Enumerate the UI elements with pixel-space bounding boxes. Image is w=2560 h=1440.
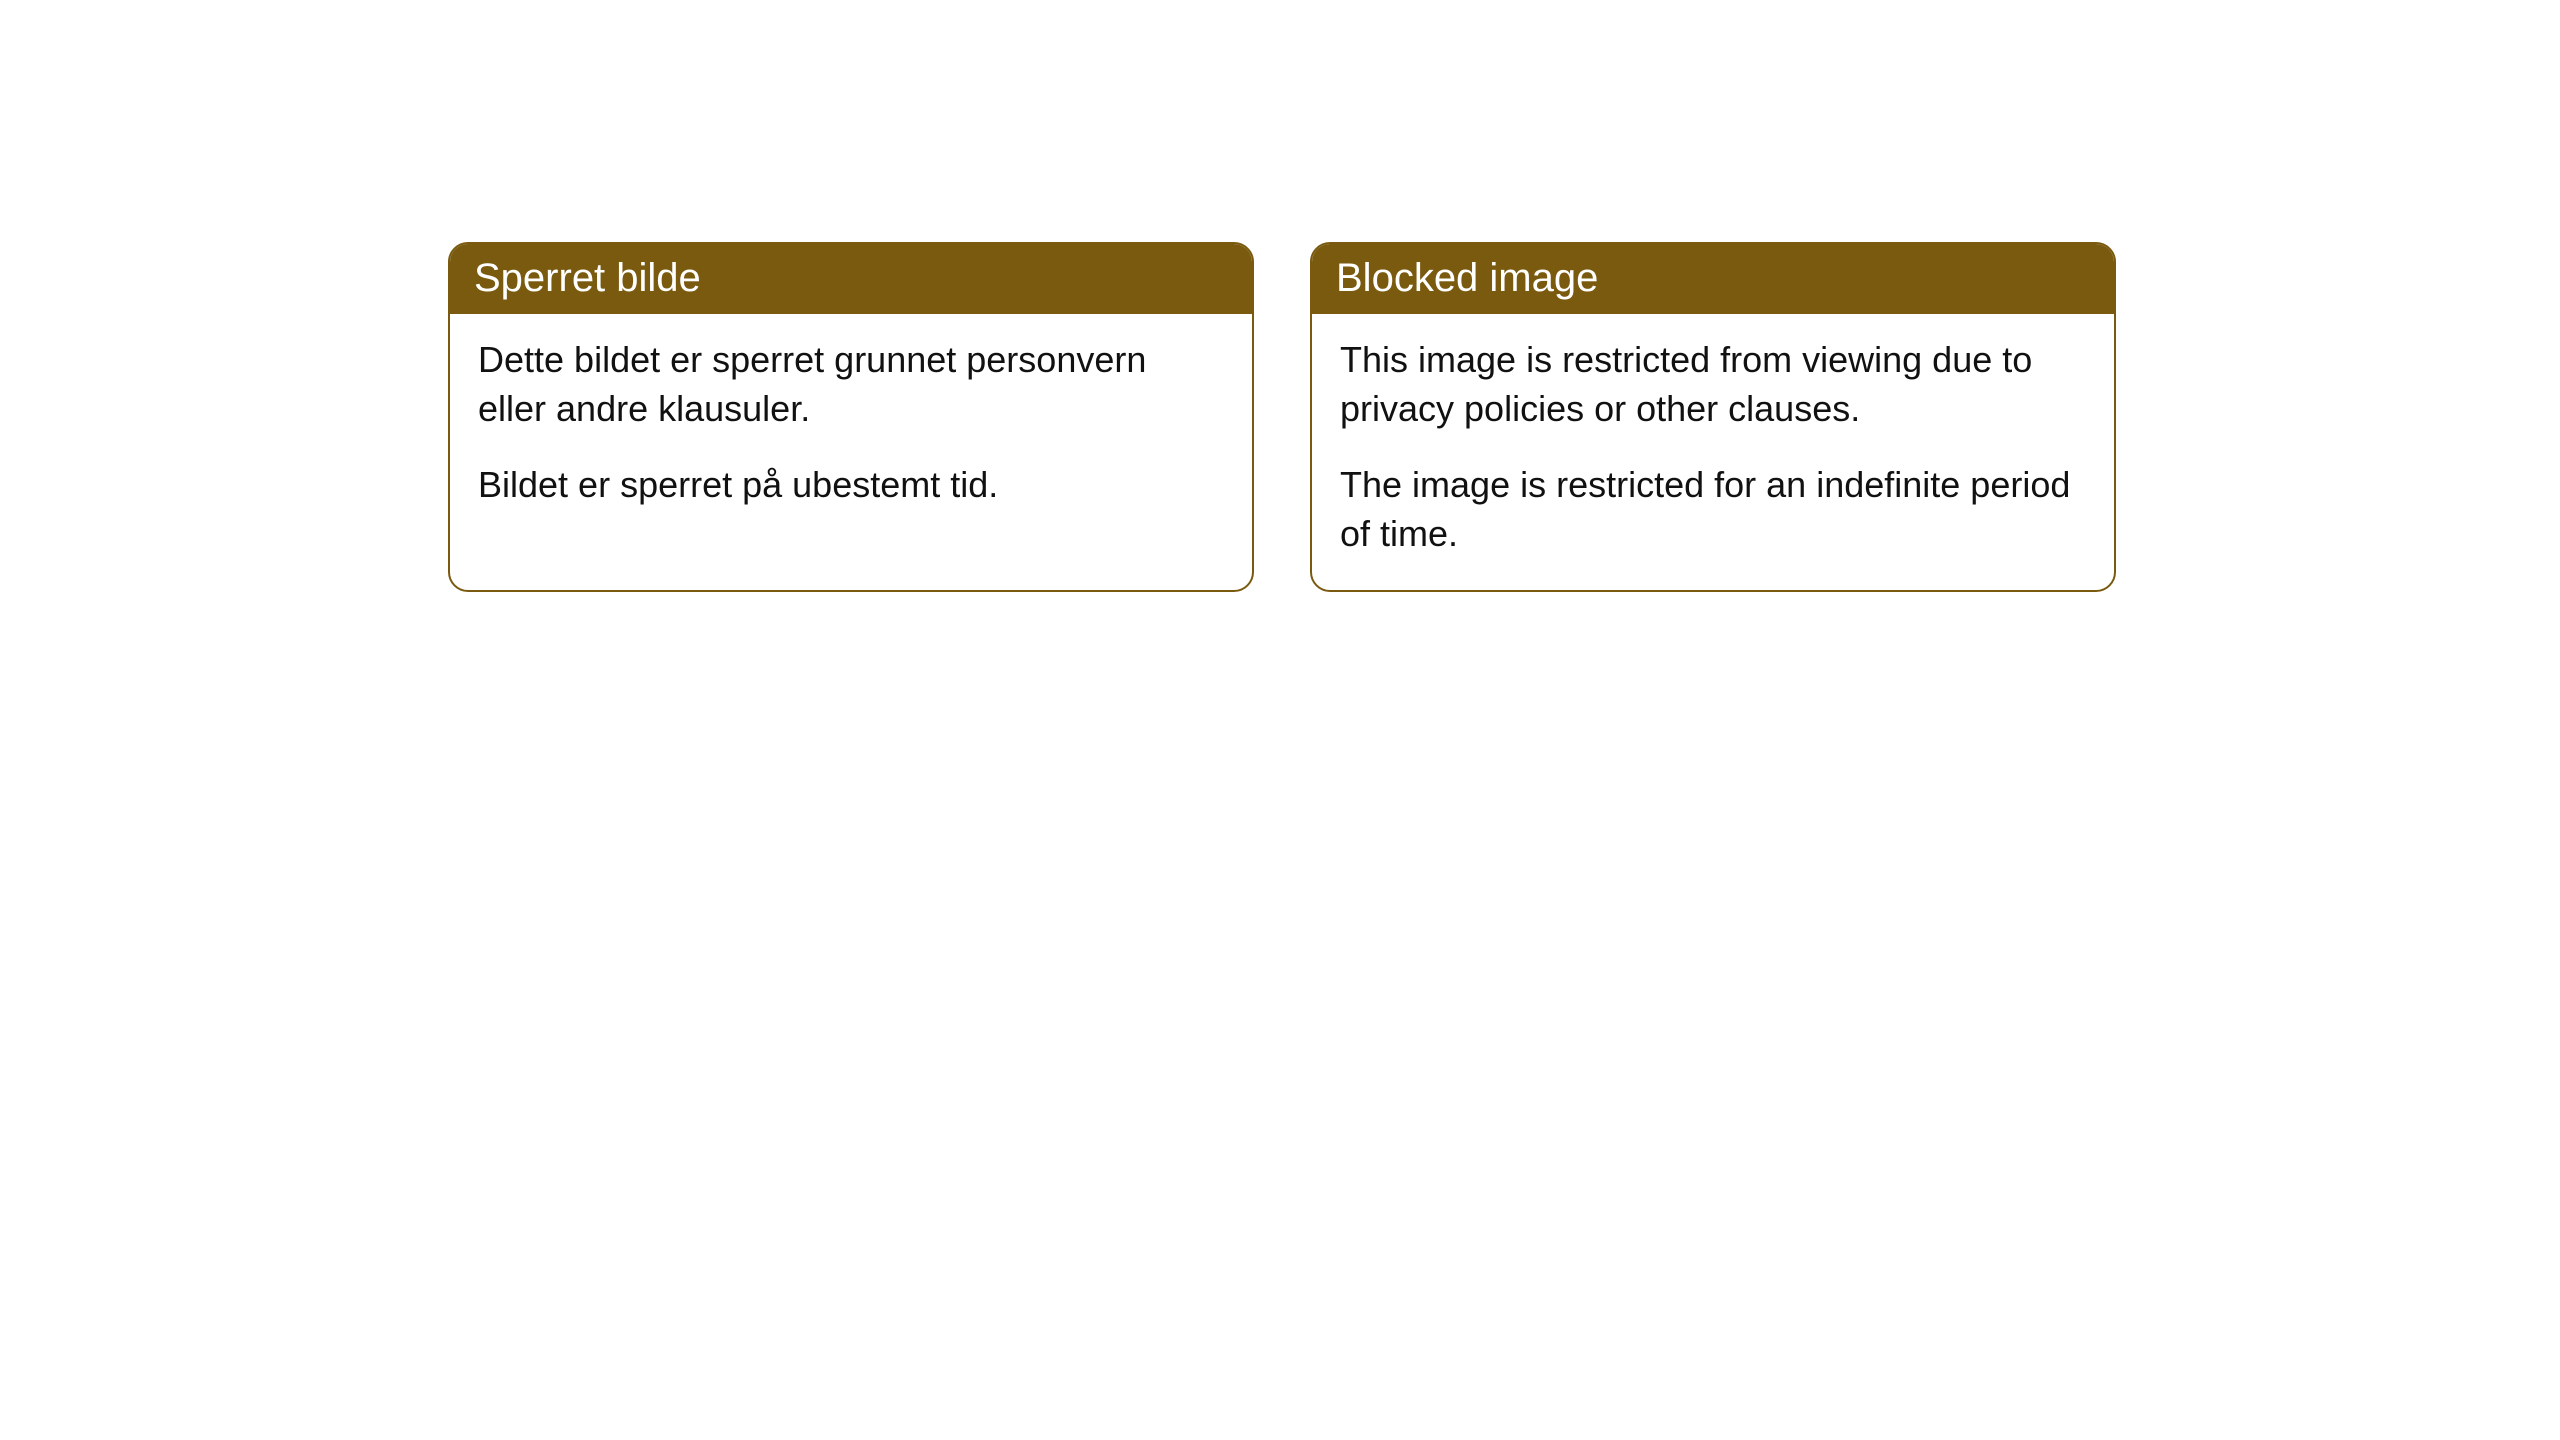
card-paragraph-2-english: The image is restricted for an indefinit… [1340,461,2086,558]
card-body-english: This image is restricted from viewing du… [1312,314,2114,590]
card-body-norwegian: Dette bildet er sperret grunnet personve… [450,314,1252,542]
card-paragraph-2-norwegian: Bildet er sperret på ubestemt tid. [478,461,1224,510]
notice-card-english: Blocked image This image is restricted f… [1310,242,2116,592]
notice-card-norwegian: Sperret bilde Dette bildet er sperret gr… [448,242,1254,592]
card-paragraph-1-english: This image is restricted from viewing du… [1340,336,2086,433]
card-header-english: Blocked image [1312,244,2114,314]
card-paragraph-1-norwegian: Dette bildet er sperret grunnet personve… [478,336,1224,433]
card-header-norwegian: Sperret bilde [450,244,1252,314]
notice-cards-row: Sperret bilde Dette bildet er sperret gr… [0,0,2560,592]
